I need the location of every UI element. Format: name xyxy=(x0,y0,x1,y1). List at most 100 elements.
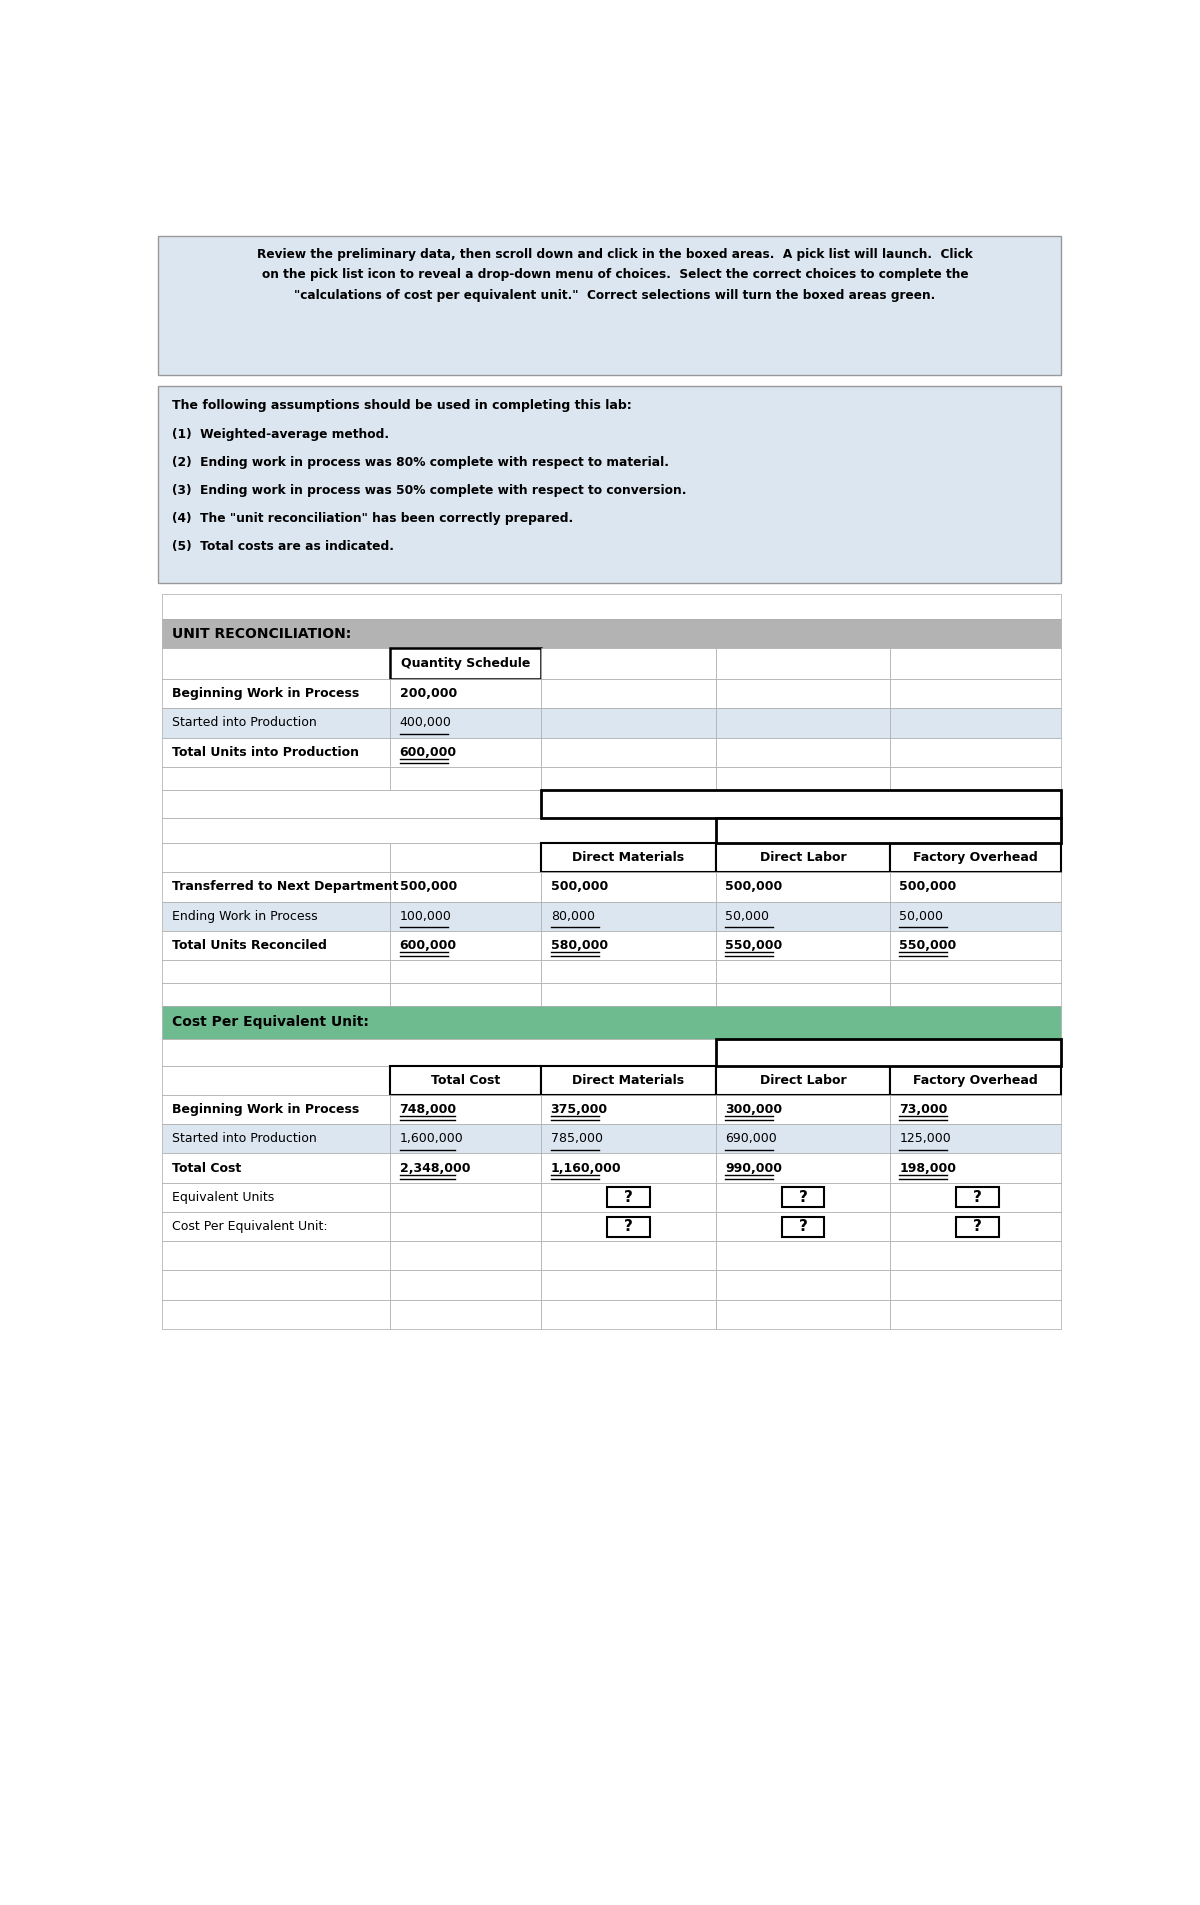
Bar xyxy=(715,1065,890,1095)
Bar xyxy=(162,648,390,678)
Text: Direct Materials: Direct Materials xyxy=(572,1074,685,1086)
Bar xyxy=(890,1183,1061,1212)
Bar xyxy=(390,844,541,872)
Bar xyxy=(157,387,1061,583)
Text: Beginning Work in Process: Beginning Work in Process xyxy=(172,1103,359,1116)
Bar xyxy=(715,1153,890,1183)
Text: Equivalent Units: Equivalent Units xyxy=(172,1191,274,1204)
Text: Started into Production: Started into Production xyxy=(172,1132,317,1145)
Bar xyxy=(162,1095,390,1124)
Bar xyxy=(162,1183,390,1212)
Bar xyxy=(390,1153,541,1183)
Bar xyxy=(715,737,890,768)
Text: 785,000: 785,000 xyxy=(551,1132,602,1145)
Text: Cost Per Equivalent Unit:: Cost Per Equivalent Unit: xyxy=(172,1219,328,1233)
Bar xyxy=(390,1095,541,1124)
Bar xyxy=(541,1124,715,1153)
Bar xyxy=(890,1065,1061,1095)
Text: 500,000: 500,000 xyxy=(400,880,457,893)
Bar xyxy=(715,983,890,1006)
Bar xyxy=(541,960,715,983)
Bar xyxy=(162,1153,390,1183)
Text: 2,348,000: 2,348,000 xyxy=(400,1162,470,1175)
Text: ?: ? xyxy=(973,1191,982,1204)
Text: ?: ? xyxy=(624,1191,634,1204)
Text: Equivalent Units Calculations:: Equivalent Units Calculations: xyxy=(696,798,906,810)
Bar xyxy=(715,1095,890,1124)
Bar xyxy=(390,768,541,791)
Bar xyxy=(890,932,1061,960)
Bar xyxy=(541,1271,715,1299)
Bar xyxy=(162,709,390,737)
Text: 580,000: 580,000 xyxy=(551,939,607,952)
Bar xyxy=(162,817,715,844)
Text: 200,000: 200,000 xyxy=(400,688,457,701)
Bar xyxy=(890,960,1061,983)
Bar xyxy=(890,1212,1061,1242)
Bar xyxy=(541,901,715,932)
Text: Conversion: Conversion xyxy=(850,823,928,836)
Bar xyxy=(715,844,890,872)
Text: 550,000: 550,000 xyxy=(725,939,782,952)
Bar xyxy=(162,1299,390,1330)
Bar xyxy=(157,236,1061,375)
Text: The following assumptions should be used in completing this lab:: The following assumptions should be used… xyxy=(172,400,631,411)
Bar xyxy=(162,1065,390,1095)
Text: Total Units into Production: Total Units into Production xyxy=(172,745,359,758)
Bar xyxy=(390,648,541,678)
Bar xyxy=(541,768,715,791)
Bar xyxy=(715,960,890,983)
Bar xyxy=(541,678,715,709)
Text: Total Cost: Total Cost xyxy=(172,1162,241,1175)
Text: Review the preliminary data, then scroll down and click in the boxed areas.  A p: Review the preliminary data, then scroll… xyxy=(257,248,973,261)
Bar xyxy=(541,791,1061,817)
Text: (5)  Total costs are as indicated.: (5) Total costs are as indicated. xyxy=(172,541,394,552)
Text: 600,000: 600,000 xyxy=(400,939,457,952)
Text: Ending Work in Process: Ending Work in Process xyxy=(172,911,317,922)
Text: Direct Labor: Direct Labor xyxy=(760,852,846,865)
Text: on the pick list icon to reveal a drop-down menu of choices.  Select the correct: on the pick list icon to reveal a drop-d… xyxy=(262,269,968,282)
Bar xyxy=(541,1095,715,1124)
Bar xyxy=(715,901,890,932)
Text: Started into Production: Started into Production xyxy=(172,716,317,730)
Bar xyxy=(541,844,715,872)
Bar xyxy=(781,1187,824,1208)
Bar xyxy=(162,983,390,1006)
Bar xyxy=(541,1065,715,1095)
Text: (2)  Ending work in process was 80% complete with respect to material.: (2) Ending work in process was 80% compl… xyxy=(172,455,668,469)
Text: UNIT RECONCILIATION:: UNIT RECONCILIATION: xyxy=(172,627,350,640)
Bar xyxy=(541,1153,715,1183)
Bar xyxy=(715,1124,890,1153)
Bar xyxy=(541,1212,715,1242)
Text: ?: ? xyxy=(973,1219,982,1234)
Text: 990,000: 990,000 xyxy=(725,1162,782,1175)
Text: 500,000: 500,000 xyxy=(900,880,956,893)
Bar xyxy=(890,1299,1061,1330)
Bar xyxy=(390,1124,541,1153)
Bar xyxy=(890,648,1061,678)
Text: Beginning Work in Process: Beginning Work in Process xyxy=(172,688,359,701)
Text: Transferred to Next Department: Transferred to Next Department xyxy=(172,880,398,893)
Bar xyxy=(390,1242,541,1271)
Text: 500,000: 500,000 xyxy=(725,880,782,893)
Bar xyxy=(541,872,715,901)
Bar xyxy=(390,1183,541,1212)
Bar xyxy=(390,1212,541,1242)
Bar xyxy=(162,1212,390,1242)
Bar xyxy=(890,1153,1061,1183)
Text: 300,000: 300,000 xyxy=(725,1103,782,1116)
Text: Direct Labor: Direct Labor xyxy=(760,1074,846,1086)
Bar xyxy=(162,1038,715,1065)
Bar xyxy=(715,1271,890,1299)
Bar xyxy=(390,678,541,709)
Bar xyxy=(715,932,890,960)
Bar xyxy=(541,932,715,960)
Bar xyxy=(162,678,390,709)
Text: 375,000: 375,000 xyxy=(551,1103,607,1116)
Bar xyxy=(162,1242,390,1271)
Bar xyxy=(890,901,1061,932)
Bar xyxy=(956,1217,998,1236)
Bar xyxy=(390,960,541,983)
Text: Direct Materials: Direct Materials xyxy=(572,852,685,865)
Bar xyxy=(715,648,890,678)
